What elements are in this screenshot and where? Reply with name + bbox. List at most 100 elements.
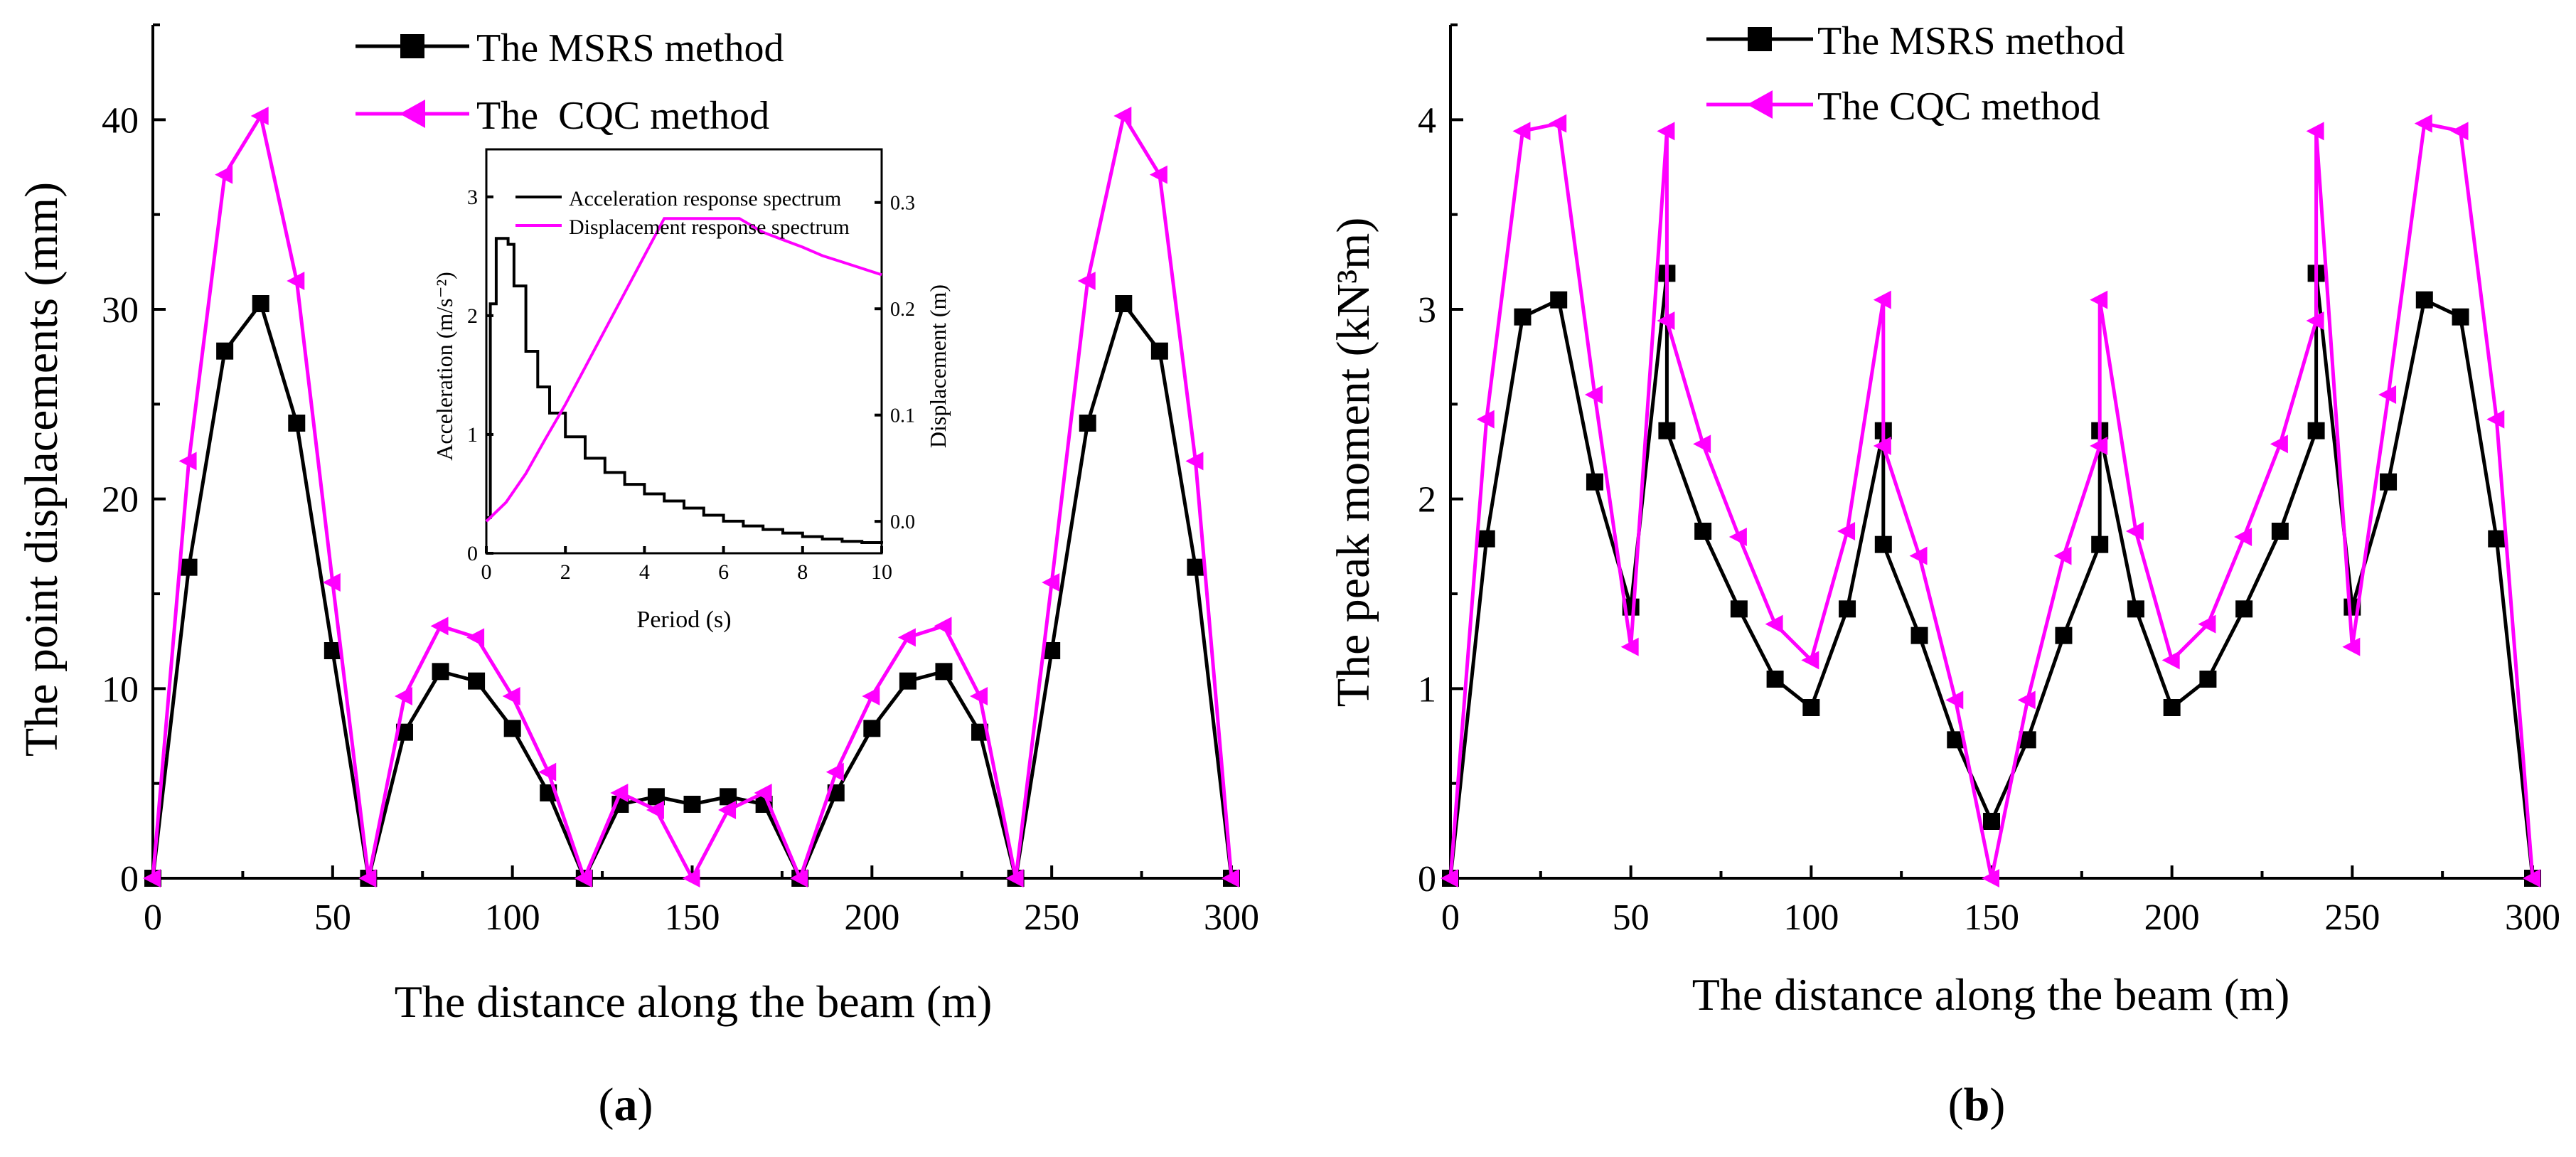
panel-b-series-cqc-point [1909,546,1928,565]
panel-b-series-cqc-point [1620,637,1639,656]
panel-b-y-tick-label: 4 [1418,100,1436,141]
panel-b-series-cqc-point [1837,522,1856,540]
panel-b-series-cqc-point [2125,522,2144,540]
panel-a-y-tick-label: 0 [120,859,139,900]
inset-y-left-tick-label: 2 [467,304,478,328]
panel-a-series-cqc-point [1113,107,1132,125]
panel-a-series-msrs-point [324,642,341,659]
legend-b-msrs-marker [1748,27,1772,51]
panel-b-series-cqc-point [1873,290,1891,309]
panel-b-series-msrs-point [1766,671,1784,688]
panel-a-marks [143,107,1240,887]
panel-b-x-tick-label: 100 [1783,897,1839,938]
panel-b-series-cqc-point [2450,122,2469,141]
inset-series-acceleration-line [486,237,883,544]
panel-a-series-msrs-point [432,663,449,681]
panel-a-series-cqc-point [1222,869,1239,887]
panel-a-series-cqc-point [215,165,233,184]
panel-b-series-cqc-point [1982,869,1999,887]
inset-y-right-tick-label: 0.1 [890,405,915,427]
inset-axes: 0 2 4 6 8 10 0 1 2 3 0.0 0.1 0.2 0.3 [467,148,915,584]
panel-a-series-msrs-point [935,663,953,681]
panel-a-series-msrs-point [899,672,916,690]
panel-b-series-cqc-point [1873,437,1891,455]
panel-b-series-cqc-point [2486,410,2505,429]
panel-a-series-msrs-point [216,342,234,360]
panel-b-series-cqc-point [2161,651,2180,670]
panel-b-series-msrs-point [2307,422,2325,439]
panel-b-x-tick-label: 250 [2324,897,2380,938]
panel-a-series-msrs-point [288,415,306,432]
inset-x-tick-label: 2 [560,560,571,584]
legend-cqc-marker [400,100,425,128]
panel-b-series-cqc-point [2414,114,2432,133]
panel-b-series-msrs-point [1730,600,1748,618]
inset-x-tick-label: 0 [481,560,492,584]
panel-a-series-cqc-point [790,869,808,887]
inset-legend-disp-label: Displacement response spectrum [569,215,850,239]
panel-a-series-cqc-point [682,869,700,887]
legend-msrs-label: The MSRS method [476,26,784,70]
panel-b-y-tick-label: 1 [1418,669,1436,710]
panel-b-series-msrs-line [1448,273,2535,879]
panel-a-series-msrs-point [1187,558,1204,576]
inset-chart: 0 2 4 6 8 10 0 1 2 3 0.0 0.1 0.2 0.3 Period (s) Accel… [432,148,951,633]
panel-b-series-msrs-point [1586,473,1603,491]
panel-b-xlabel: The distance along the beam (m) [1692,969,2290,1020]
panel-a-x-tick-label: 300 [1204,897,1259,938]
panel-b-series-msrs-point [2380,473,2398,491]
inset-frame [485,148,883,555]
panel-a-series-cqc-point [1077,272,1096,290]
panel-b-series-msrs-point [2163,699,2181,716]
panel-a-series-msrs-point [468,672,486,690]
panel-b-marks [1441,114,2541,887]
panel-b-series-cqc-point [2378,385,2397,404]
panel-b-series-cqc-point [1657,311,1675,330]
inset-x-tick-label: 6 [718,560,729,584]
inset-ylabel-left: Acceleration (m/s⁻²) [432,272,457,460]
panel-b-series-cqc-point [2198,614,2216,634]
panel-b-series-cqc-point [2090,290,2108,309]
panel-a-series-cqc-point [1149,165,1167,184]
panel-b-series-msrs-point [1514,308,1532,326]
panel-a-series-cqc-point [538,762,557,782]
panel-b-x-tick-label: 0 [1441,897,1460,938]
panel-a-series-cqc-point [466,628,485,647]
inset-xlabel: Period (s) [636,607,731,633]
panel-a-x-tick-label: 100 [485,897,540,938]
panel-a-series-msrs-point [252,295,269,312]
panel-b-series-cqc-line [1448,121,2535,879]
panel-a-series-cqc-point [1185,452,1204,471]
inset-ylabel-right: Displacement (m) [925,284,951,448]
panel-b-x-tick-label: 200 [2144,897,2200,938]
inset-x-tick-label: 8 [797,560,808,584]
inset-marks [485,217,883,544]
inset-y-left-tick-label: 1 [467,423,478,447]
panel-b-y-tick-label: 0 [1418,859,1436,900]
panel-a-series-cqc-point [1042,573,1060,592]
panel-b-series-msrs-point [2091,535,2109,553]
panel-b-series-cqc-point [1693,434,1711,454]
panel-a-x-tick-label: 50 [314,897,351,938]
panel-b-series-msrs-point [2199,671,2217,688]
panel-b-series-cqc-point [1476,410,1495,429]
legend-cqc-label: The CQC method [476,94,769,138]
panel-b-series-msrs-point [2452,308,2469,326]
panel-b-series-msrs-point [1477,530,1495,548]
panel-a-series-cqc-point [1005,869,1024,887]
inset-x-tick-label: 4 [639,560,650,584]
panel-b-series-msrs-point [1874,535,1892,553]
inset-legend-accel-label: Acceleration response spectrum [569,187,841,210]
panel-b-x-tick-label: 300 [2505,897,2560,938]
inset-y-left-tick-label: 0 [467,542,478,565]
legend-b-cqc-marker [1747,90,1773,119]
panel-b-series-msrs-point [1550,291,1568,309]
panel-b-series-msrs-point [1983,813,2000,830]
inset-y-right-tick-label: 0.0 [890,511,915,533]
panel-b-series-cqc-point [2017,691,2036,710]
panel-a-series-cqc-point [970,687,988,705]
panel-a-x-tick-label: 250 [1024,897,1079,938]
panel-a-series-msrs-point [683,796,701,813]
panel-b-series-cqc-point [2270,434,2288,454]
